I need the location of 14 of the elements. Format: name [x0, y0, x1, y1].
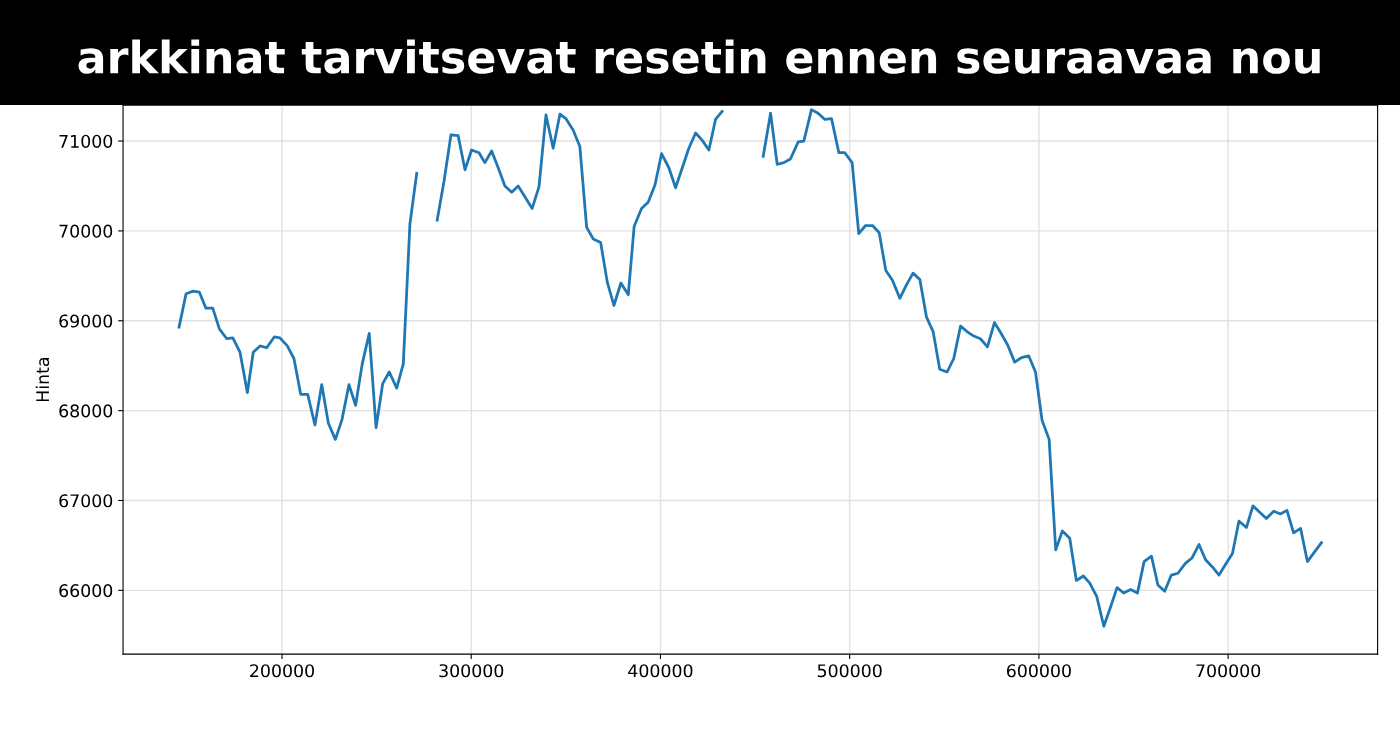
x-tick-label: 200000	[250, 664, 314, 678]
y-tick-label: 67000	[59, 494, 113, 508]
y-axis-title: Hinta	[35, 358, 50, 402]
y-tick-label: 68000	[59, 404, 113, 418]
y-tick-label: 71000	[59, 134, 113, 148]
x-tick-label: 600000	[1006, 664, 1071, 678]
chart-title: arkkinat tarvitsevat resetin ennen seuraavaa nou	[78, 39, 1320, 74]
y-tick-label: 70000	[59, 224, 113, 238]
x-tick-label: 500000	[817, 664, 882, 678]
x-tick-label: 700000	[1196, 664, 1261, 678]
y-tick-label: 66000	[59, 584, 113, 598]
y-tick-label: 69000	[59, 314, 113, 328]
x-tick-label: 400000	[628, 664, 693, 678]
x-tick-label: 300000	[439, 664, 504, 678]
